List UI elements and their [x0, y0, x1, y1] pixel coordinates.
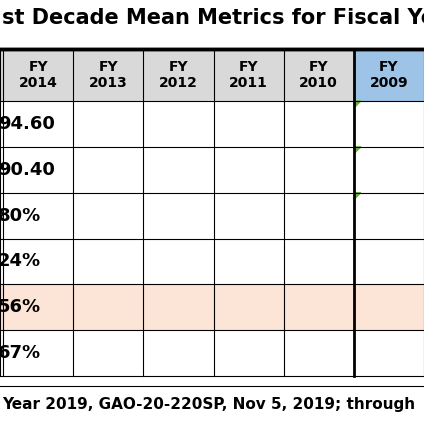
Text: 24%: 24%	[0, 252, 41, 271]
Bar	[284, 238, 354, 285]
Bar	[0, 101, 3, 147]
Text: FY
2010: FY 2010	[299, 60, 338, 90]
Bar	[0, 49, 3, 101]
Polygon shape	[355, 192, 361, 199]
Bar	[143, 238, 214, 285]
Bar	[354, 192, 424, 239]
Bar	[354, 101, 424, 147]
Bar	[3, 101, 73, 147]
Bar	[214, 101, 284, 147]
Bar	[3, 238, 73, 285]
Bar	[0, 192, 3, 239]
Text: 80%: 80%	[0, 206, 41, 225]
Bar	[143, 330, 214, 376]
Text: FY
2014: FY 2014	[19, 60, 58, 90]
Text: Year 2019, GAO-20-220SP, Nov 5, 2019; through  Fiscal: Year 2019, GAO-20-220SP, Nov 5, 2019; th…	[2, 396, 424, 412]
Text: 67%: 67%	[0, 344, 41, 362]
Bar	[354, 147, 424, 192]
Bar	[214, 238, 284, 285]
Text: FY
2013: FY 2013	[89, 60, 128, 90]
Bar	[354, 49, 424, 101]
Bar	[143, 192, 214, 239]
Bar	[0, 285, 3, 330]
Text: FY
2009: FY 2009	[370, 60, 408, 90]
Bar	[3, 285, 73, 330]
Bar	[0, 330, 3, 376]
Bar	[214, 147, 284, 192]
Bar	[3, 49, 73, 101]
Bar	[214, 330, 284, 376]
Bar	[284, 101, 354, 147]
Bar	[354, 330, 424, 376]
Bar	[73, 101, 143, 147]
Bar	[3, 147, 73, 192]
Bar	[143, 147, 214, 192]
Polygon shape	[355, 147, 361, 153]
Bar	[284, 330, 354, 376]
Bar	[284, 285, 354, 330]
Text: 94.60: 94.60	[0, 115, 55, 133]
Bar	[0, 238, 3, 285]
Bar	[3, 192, 73, 239]
Bar	[0, 147, 3, 192]
Text: st Decade Mean Metrics for Fiscal Years 2: st Decade Mean Metrics for Fiscal Years …	[2, 8, 424, 28]
Bar	[3, 330, 73, 376]
Bar	[214, 285, 284, 330]
Text: FY
2012: FY 2012	[159, 60, 198, 90]
Bar	[73, 192, 143, 239]
Bar	[214, 49, 284, 101]
Text: 56%: 56%	[0, 298, 41, 316]
Bar	[73, 330, 143, 376]
Bar	[73, 238, 143, 285]
Text: 90.40: 90.40	[0, 161, 55, 179]
Bar	[73, 285, 143, 330]
Bar	[143, 285, 214, 330]
Bar	[73, 49, 143, 101]
Bar	[284, 49, 354, 101]
Text: FY
2011: FY 2011	[229, 60, 268, 90]
Bar	[143, 101, 214, 147]
Bar	[73, 147, 143, 192]
Bar	[354, 238, 424, 285]
Bar	[214, 192, 284, 239]
Polygon shape	[355, 101, 361, 107]
Bar	[354, 285, 424, 330]
Bar	[284, 192, 354, 239]
Bar	[284, 147, 354, 192]
Bar	[143, 49, 214, 101]
